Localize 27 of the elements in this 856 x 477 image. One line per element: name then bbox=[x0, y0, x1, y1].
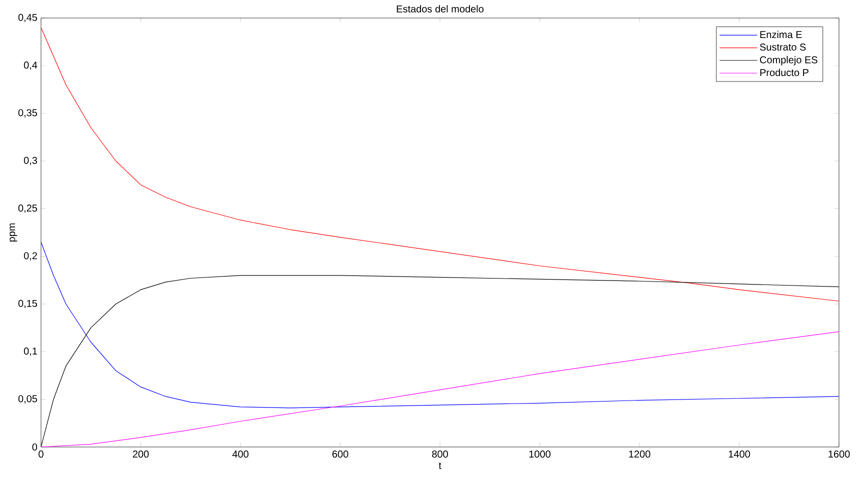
chart-title: Estados del modelo bbox=[396, 5, 484, 12]
y-tick-label: 0,45 bbox=[18, 14, 38, 22]
y-tick-label: 0,4 bbox=[24, 62, 38, 70]
x-tick-label: 600 bbox=[332, 450, 348, 458]
x-tick-label: 200 bbox=[132, 450, 149, 458]
y-tick-label: 0,35 bbox=[18, 109, 38, 118]
x-tick-label: 400 bbox=[232, 450, 248, 458]
y-tick-label: 0,15 bbox=[18, 300, 38, 308]
x-tick-label: 800 bbox=[432, 450, 448, 458]
legend-label: Complejo ES bbox=[760, 56, 818, 66]
legend-label: Enzima E bbox=[760, 30, 802, 38]
y-tick-label: 0,2 bbox=[24, 252, 37, 260]
y-tick-label: 0 bbox=[32, 443, 38, 451]
x-axis-title: t bbox=[438, 462, 442, 470]
line-series bbox=[41, 242, 840, 408]
y-tick-label: 0,25 bbox=[18, 204, 38, 213]
x-tick-label: 1400 bbox=[728, 450, 750, 458]
y-tick-label: 0,3 bbox=[24, 156, 38, 166]
y-axis-title: ppm bbox=[10, 223, 18, 242]
x-tick-label: 1200 bbox=[629, 450, 650, 458]
y-tick-label: 0,05 bbox=[18, 395, 38, 404]
x-tick-label: 1000 bbox=[529, 450, 550, 458]
legend-label: Sustrato S bbox=[760, 44, 806, 51]
x-tick-label: 1600 bbox=[828, 450, 850, 458]
y-tick-label: 0,1 bbox=[24, 348, 37, 356]
legend-label: Producto P bbox=[760, 68, 808, 76]
x-tick-label: 0 bbox=[38, 450, 44, 458]
